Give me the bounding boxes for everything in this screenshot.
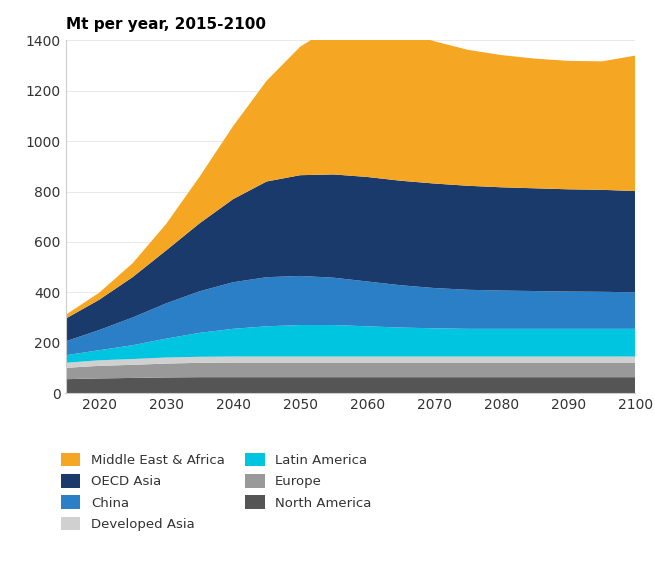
Text: Mt per year, 2015-2100: Mt per year, 2015-2100	[66, 17, 265, 32]
Legend: Middle East & Africa, OECD Asia, China, Developed Asia, Latin America, Europe, N: Middle East & Africa, OECD Asia, China, …	[61, 453, 371, 531]
